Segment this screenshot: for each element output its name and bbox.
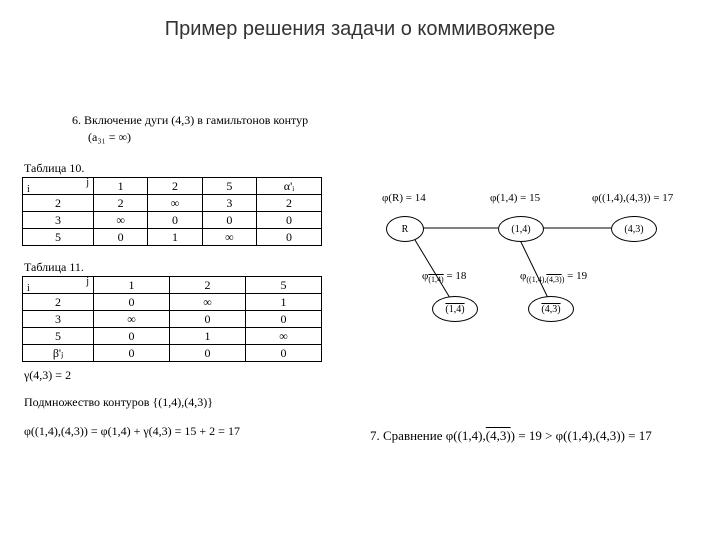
cell: 0 — [94, 345, 170, 362]
row-head: 2 — [23, 195, 94, 212]
table10-caption: Таблица 10. — [24, 161, 352, 176]
row-head: 5 — [23, 328, 94, 345]
col-head: 1 — [94, 277, 170, 294]
table-row: ji 1 2 5 α'ᵢ — [23, 178, 322, 195]
cell: 1 — [246, 294, 322, 311]
row-head: 5 — [23, 229, 94, 246]
table-row: 5 0 1 ∞ 0 — [23, 229, 322, 246]
cell: 1 — [148, 229, 202, 246]
ij-header: ji — [23, 178, 94, 195]
phi-bar14-label: φ(1,4) = 18 — [422, 270, 466, 284]
branch-tree: R (1,4) (4,3) (1,4) (4,3) φ(R) = 14 φ(1,… — [370, 168, 700, 368]
subset-text: Подмножество контуров {(1,4),(4,3)} — [24, 395, 352, 410]
cell: 2 — [257, 195, 322, 212]
step7-prefix: 7. Сравнение — [370, 428, 446, 443]
node-R: R — [386, 216, 424, 242]
cell: 0 — [94, 328, 170, 345]
phi-14-label: φ(1,4) = 15 — [490, 192, 540, 204]
phi-bar43-val: = 19 — [567, 270, 587, 282]
cell: 0 — [257, 229, 322, 246]
alpha-head: α'ᵢ — [257, 178, 322, 195]
cell: ∞ — [170, 294, 246, 311]
node-bar43-label: (4,3) — [541, 304, 560, 315]
page-title: Пример решения задачи о коммивояжере — [0, 18, 720, 41]
cell: 0 — [170, 345, 246, 362]
cell: 0 — [246, 311, 322, 328]
row-head: 3 — [23, 212, 94, 229]
gamma-eq: γ(4,3) = 2 — [24, 368, 352, 383]
cell: 0 — [170, 311, 246, 328]
right-column: R (1,4) (4,3) (1,4) (4,3) φ(R) = 14 φ(1,… — [370, 168, 700, 448]
cell: ∞ — [94, 212, 148, 229]
cell: 0 — [246, 345, 322, 362]
left-column: 6. Включение дуги (4,3) в гамильтонов ко… — [22, 113, 352, 439]
phi-R-label: φ(R) = 14 — [382, 192, 426, 204]
table-row: 2 0 ∞ 1 — [23, 294, 322, 311]
node-bar14: (1,4) — [432, 296, 478, 322]
table10: ji 1 2 5 α'ᵢ 2 2 ∞ 3 2 3 ∞ 0 0 0 5 0 1 ∞… — [22, 177, 322, 246]
step7-ov: (4,3) — [486, 428, 511, 443]
cell: 3 — [202, 195, 256, 212]
row-head: 3 — [23, 311, 94, 328]
col-head: 5 — [202, 178, 256, 195]
cell: ∞ — [246, 328, 322, 345]
col-head: 5 — [246, 277, 322, 294]
cell: 1 — [170, 328, 246, 345]
table-row: 3 ∞ 0 0 0 — [23, 212, 322, 229]
col-head: 1 — [94, 178, 148, 195]
node-43: (4,3) — [611, 216, 657, 242]
phi-43-label: φ((1,4),(4,3)) = 17 — [592, 192, 673, 204]
step7-lhs2: ) = 19 > φ((1,4),(4,3)) = 17 — [511, 428, 652, 443]
step7-lhs1: φ((1,4), — [446, 428, 486, 443]
table11-caption: Таблица 11. — [24, 260, 352, 275]
node-bar14-label: (1,4) — [445, 304, 464, 315]
phi-bar14-val: = 18 — [446, 270, 466, 282]
col-head: 2 — [148, 178, 202, 195]
cell: 0 — [94, 294, 170, 311]
cell: ∞ — [148, 195, 202, 212]
step6-sub: (a₃₁ = ∞) — [88, 130, 352, 145]
cell: 0 — [202, 212, 256, 229]
table-row: 3 ∞ 0 0 — [23, 311, 322, 328]
cell: 0 — [257, 212, 322, 229]
table-row: 5 0 1 ∞ — [23, 328, 322, 345]
table-row: 2 2 ∞ 3 2 — [23, 195, 322, 212]
cell: ∞ — [202, 229, 256, 246]
node-bar43: (4,3) — [528, 296, 574, 322]
cell: 2 — [94, 195, 148, 212]
cell: 0 — [94, 229, 148, 246]
table-row: ji 1 2 5 — [23, 277, 322, 294]
phi-eq: φ((1,4),(4,3)) = φ(1,4) + γ(4,3) = 15 + … — [24, 424, 352, 439]
step7-text: 7. Сравнение φ((1,4),(4,3)) = 19 > φ((1,… — [370, 428, 700, 444]
ij-header: ji — [23, 277, 94, 294]
table-row: β'ⱼ 0 0 0 — [23, 345, 322, 362]
phi-bar43-label: φ((1,4),(4,3)) = 19 — [520, 270, 587, 284]
cell: 0 — [148, 212, 202, 229]
row-head: β'ⱼ — [23, 345, 94, 362]
cell: ∞ — [94, 311, 170, 328]
col-head: 2 — [170, 277, 246, 294]
node-14: (1,4) — [498, 216, 544, 242]
row-head: 2 — [23, 294, 94, 311]
table11: ji 1 2 5 2 0 ∞ 1 3 ∞ 0 0 5 0 1 ∞ β'ⱼ 0 0… — [22, 276, 322, 362]
step6-text: 6. Включение дуги (4,3) в гамильтонов ко… — [72, 113, 352, 128]
